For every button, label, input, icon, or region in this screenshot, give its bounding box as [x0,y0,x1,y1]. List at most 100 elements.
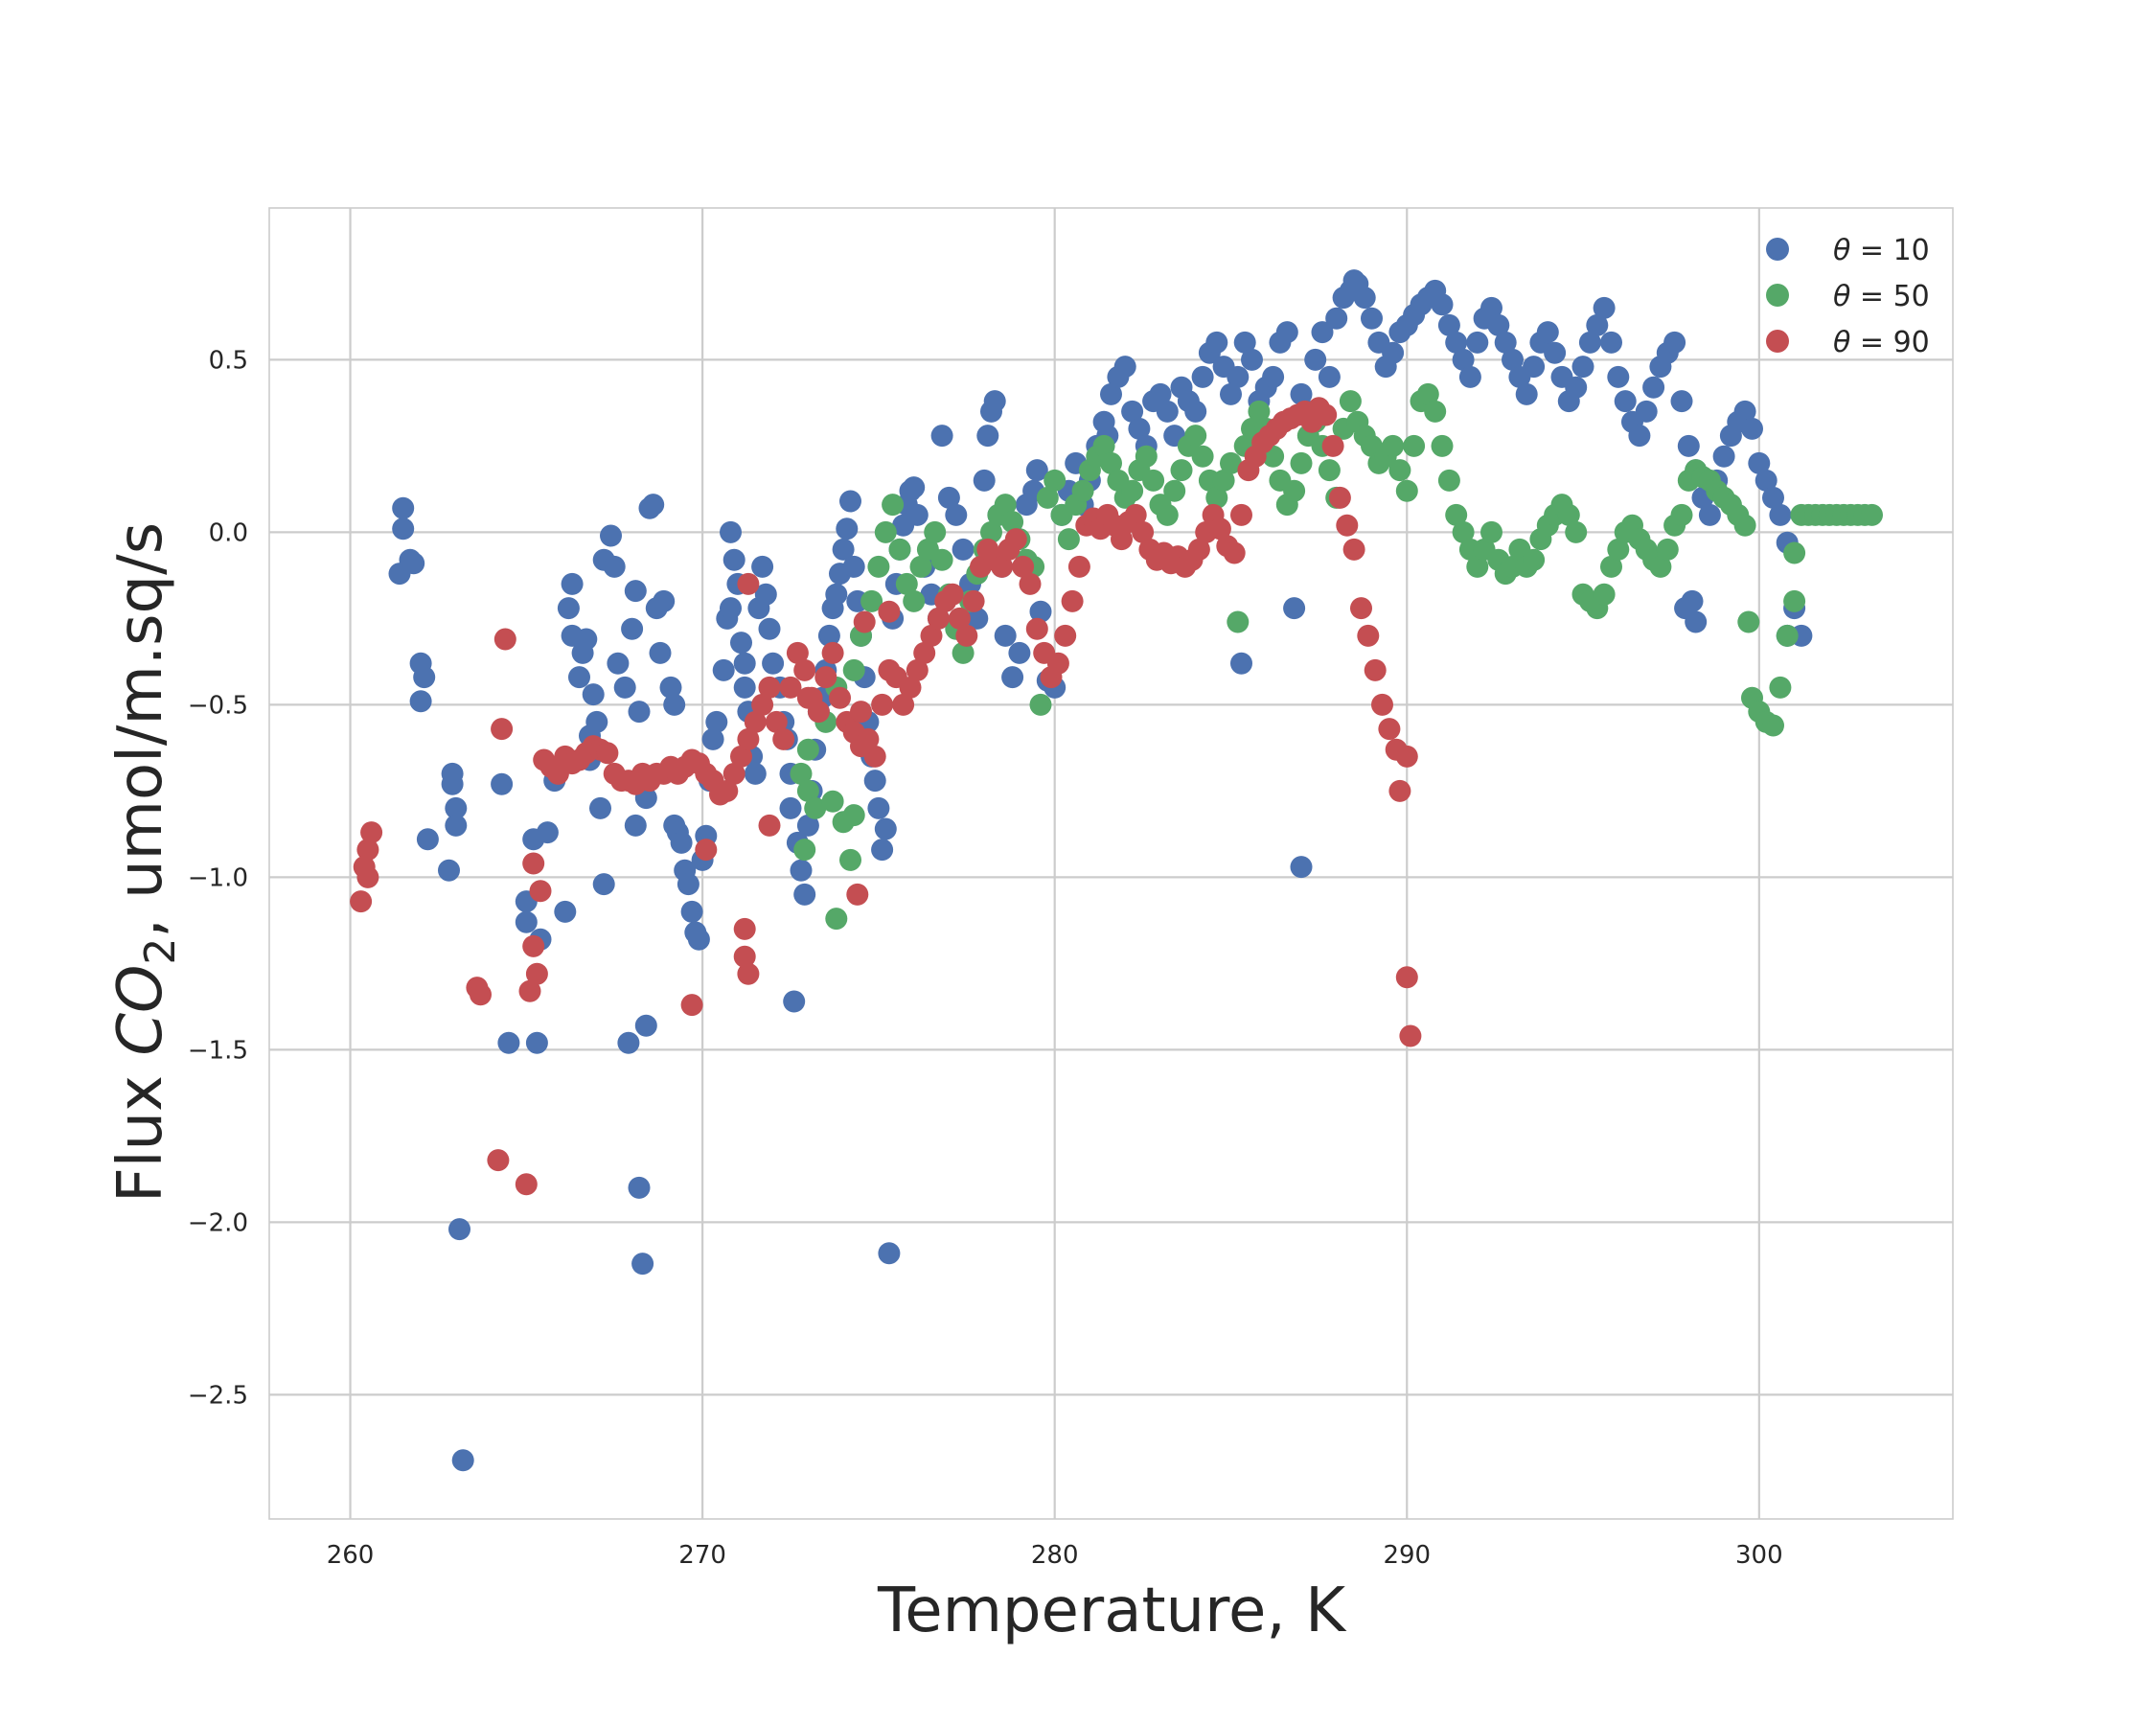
data-point [793,883,816,906]
data-point [1227,365,1250,388]
data-point [930,425,953,448]
data-point [1649,555,1672,578]
x-tick-label: 270 [678,1541,726,1570]
data-point [1100,451,1122,474]
data-point [600,524,622,547]
data-point [1012,555,1035,578]
data-point [842,555,865,578]
data-point [1163,479,1186,502]
data-point [515,1173,538,1196]
data-point [874,817,897,840]
data-point [1378,718,1401,741]
data-point [1113,356,1136,379]
data-point [1458,365,1481,388]
data-point [793,839,816,862]
data-point [948,607,971,630]
data-point [1642,376,1665,399]
data-point [1755,469,1778,492]
data-point [1339,390,1362,413]
data-point [621,617,644,640]
data-point [1124,503,1147,526]
data-point [705,710,728,733]
data-point [737,572,760,595]
data-point [814,666,837,689]
data-point [1046,652,1069,675]
data-point [1677,434,1700,457]
data-point [930,548,953,571]
data-point [1600,331,1622,354]
data-point [994,494,1017,517]
data-point [518,979,541,1002]
data-point [522,852,545,875]
y-axis-title-prefix: Flux [105,1056,176,1203]
data-point [1170,459,1193,482]
data-point [722,548,745,571]
legend-marker [1766,238,1789,261]
data-point [937,486,960,509]
data-point [1025,459,1048,482]
data-point [624,814,647,837]
data-point [1523,356,1546,379]
data-point [976,425,999,448]
data-point [575,628,598,651]
data-point [1437,313,1460,336]
data-point [1635,400,1658,423]
legend-label: θ = 10 [1833,234,1930,267]
data-point [1748,451,1771,474]
data-point [441,772,464,795]
series-2 [350,397,1422,1196]
data-point [568,666,590,689]
y-axis-title-symbol: CO [105,965,176,1056]
data-point [1328,486,1351,509]
data-point [796,779,819,802]
data-point [1388,779,1411,802]
data-point [554,900,577,923]
data-point [1741,417,1763,440]
legend: θ = 10 θ = 50 θ = 90 [1766,234,1930,359]
data-point [903,476,926,499]
data-point [871,693,894,716]
data-point [1628,425,1651,448]
data-point [955,624,978,647]
data-point [1290,856,1313,879]
data-point [1220,451,1242,474]
data-point [924,520,947,543]
x-tick-label: 290 [1383,1541,1431,1570]
data-point [1762,486,1784,509]
data-point [790,859,813,882]
y-axis-title-subscript: 2 [136,938,185,965]
data-point [1607,538,1630,561]
data-point [1156,503,1179,526]
data-point [470,983,492,1006]
data-point [1663,331,1686,354]
data-point [821,790,844,813]
data-point [804,796,827,819]
data-point [920,624,943,647]
legend-label: θ = 90 [1833,326,1930,359]
data-point [451,1449,474,1472]
data-point [1184,400,1207,423]
data-point [613,676,636,699]
data-point [680,994,703,1017]
data-point [762,652,785,675]
data-point [1283,479,1306,502]
data-point [628,701,651,724]
data-point [863,770,886,793]
data-point [772,727,795,750]
data-point [867,555,890,578]
data-point [1487,313,1510,336]
data-point [1395,479,1418,502]
data-point [1071,479,1094,502]
data-point [730,745,752,768]
data-point [758,676,781,699]
data-point [892,693,915,716]
legend-label: θ = 50 [1833,280,1930,313]
data-point [1480,296,1502,319]
data-point [592,873,615,896]
data-point [617,1031,640,1054]
data-point [765,710,788,733]
data-point [493,628,516,651]
data-point [438,859,460,882]
data-point [737,727,760,750]
